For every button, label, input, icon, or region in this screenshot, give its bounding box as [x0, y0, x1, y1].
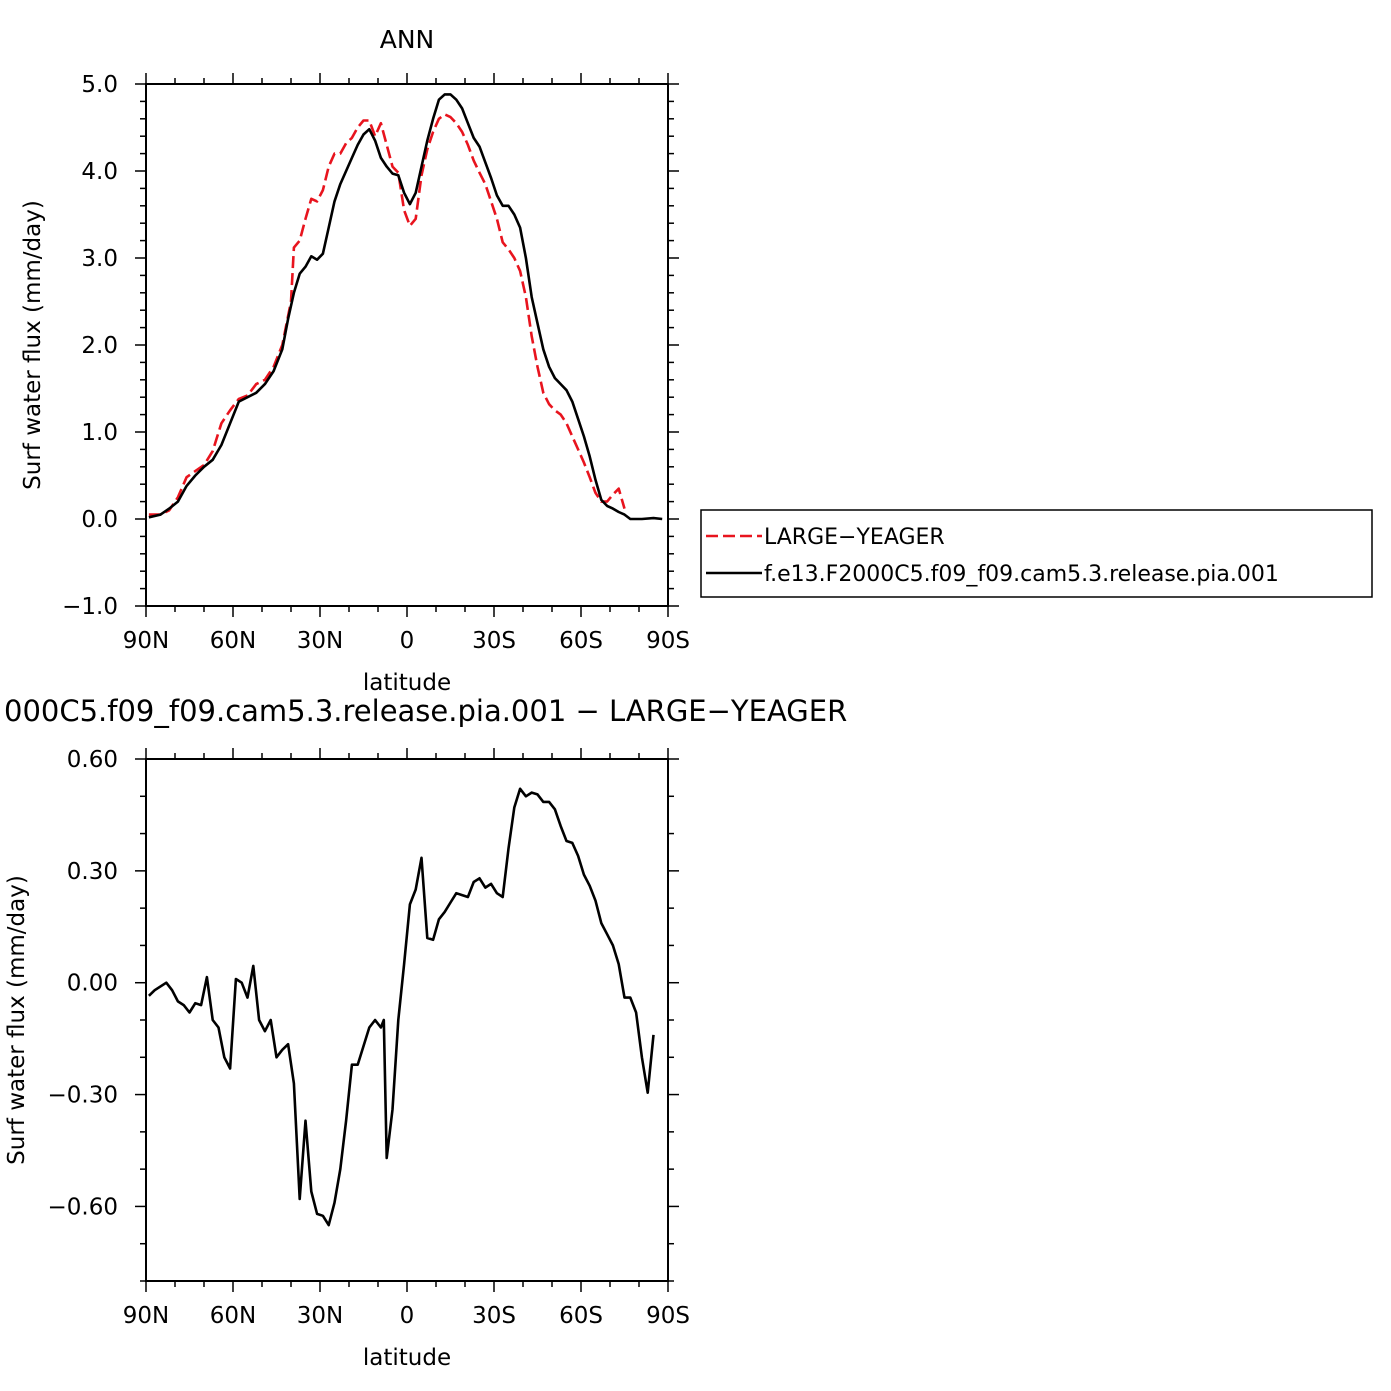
y-tick-label: 3.0	[81, 246, 118, 272]
bottom-panel-y-axis-label: Surf water flux (mm/day)	[4, 875, 30, 1165]
x-tick-label: 90N	[123, 628, 169, 654]
top-plot-area: 90N 60N 30N 0 30S 60S 90S −1.0 0.0 1.0 2.0 3.0 4.0 5.…	[62, 72, 690, 654]
x-tick-label: 60N	[210, 628, 256, 654]
legend-box	[700, 509, 1373, 598]
y-tick-label: 5.0	[81, 72, 118, 98]
bottom-panel-title: 000C5.f09_f09.cam5.3.release.pia.001 − L…	[4, 694, 847, 728]
y-tick-label: 1.0	[81, 420, 118, 446]
series-line-0	[148, 113, 626, 516]
top-panel-x-axis-label: latitude	[363, 670, 451, 696]
x-tick-label: 60S	[559, 1303, 603, 1329]
series-line-1	[148, 93, 663, 521]
top-panel: ANN 90N 60N 30N 0 30S 60S 90S −1.0 0.0 1.0 2.0 3.0 4…	[20, 25, 690, 696]
y-tick-label: 0.60	[67, 747, 118, 773]
y-tick-label: 2.0	[81, 333, 118, 359]
y-tick-label: 0.0	[81, 507, 118, 533]
x-tick-label: 30N	[297, 628, 343, 654]
y-tick-label: −0.30	[48, 1083, 118, 1109]
x-tick-label: 30S	[472, 1303, 516, 1329]
bottom-panel: 000C5.f09_f09.cam5.3.release.pia.001 − L…	[4, 694, 847, 1371]
top-panel-y-axis-label: Surf water flux (mm/day)	[20, 200, 46, 490]
bottom-plot-area: 90N 60N 30N 0 30S 60S 90S −0.60 −0.30 0.00 0.30 0.6…	[48, 747, 690, 1329]
x-tick-label: 30N	[297, 1303, 343, 1329]
x-tick-label: 90S	[646, 1303, 690, 1329]
x-tick-label: 30S	[472, 628, 516, 654]
x-tick-label: 0	[400, 628, 415, 654]
y-tick-label: 4.0	[81, 159, 118, 185]
x-tick-label: 0	[400, 1303, 415, 1329]
y-tick-label: 0.00	[67, 971, 118, 997]
x-tick-label: 60S	[559, 628, 603, 654]
bottom-panel-x-axis-label: latitude	[363, 1345, 451, 1371]
plot-frame	[145, 83, 669, 607]
x-tick-label: 60N	[210, 1303, 256, 1329]
top-panel-title: ANN	[380, 25, 435, 54]
plot-frame	[145, 758, 669, 1282]
series-line-0	[147, 787, 655, 1227]
x-tick-label: 90N	[123, 1303, 169, 1329]
legend-label-model-run: f.e13.F2000C5.f09_f09.cam5.3.release.pia…	[764, 562, 1279, 587]
y-tick-label: −1.0	[62, 594, 118, 620]
x-tick-label: 90S	[646, 628, 690, 654]
y-tick-label: −0.60	[48, 1194, 118, 1220]
y-tick-label: 0.30	[67, 859, 118, 885]
legend: LARGE−YEAGER f.e13.F2000C5.f09_f09.cam5.…	[700, 509, 1373, 598]
legend-label-large-yeager: LARGE−YEAGER	[764, 525, 945, 550]
